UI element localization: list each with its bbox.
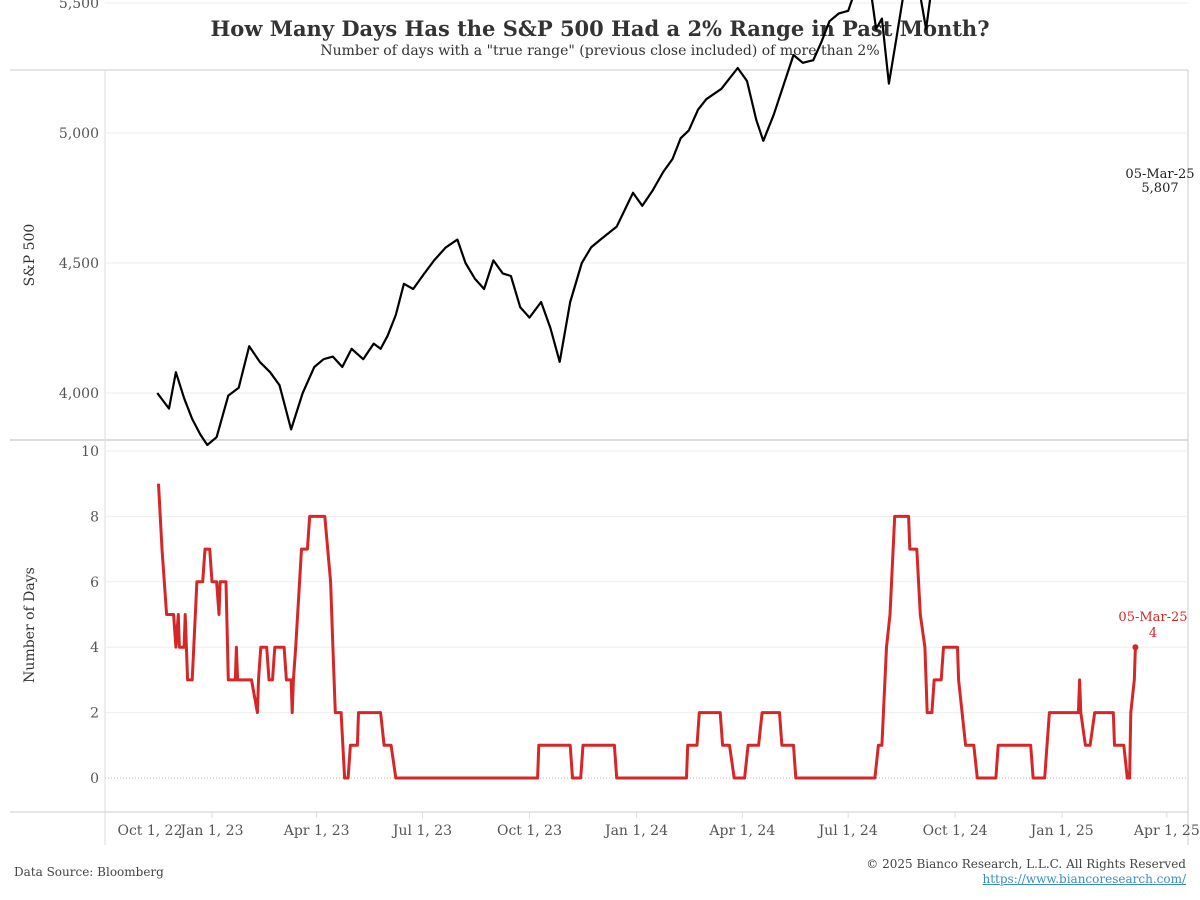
- y-tick-label: 5,500: [59, 0, 99, 12]
- x-tick-label: Jan 1, 25: [1029, 823, 1094, 839]
- range-days-line: [157, 483, 1137, 780]
- chart-title: How Many Days Has the S&P 500 Had a 2% R…: [210, 16, 990, 41]
- x-tick-label: Apr 1, 23: [283, 823, 350, 839]
- data-source: Data Source: Bloomberg: [14, 865, 164, 879]
- x-tick-label: Jul 1, 24: [817, 823, 878, 839]
- annotation-value: 4: [1149, 626, 1157, 641]
- y-tick-label: 2: [90, 706, 99, 722]
- copyright-block: © 2025 Bianco Research, L.L.C. All Right…: [866, 857, 1186, 887]
- sp500-line: [156, 0, 932, 447]
- copyright: © 2025 Bianco Research, L.L.C. All Right…: [866, 857, 1186, 871]
- x-tick-label: Apr 1, 24: [708, 823, 775, 839]
- annotation-date: 05-Mar-25: [1118, 610, 1187, 625]
- x-tick-label: Oct 1, 22: [117, 823, 182, 839]
- chart-subtitle: Number of days with a "true range" (prev…: [320, 43, 880, 59]
- y-tick-label: 4,000: [59, 386, 99, 402]
- x-tick-label: Jan 1, 23: [178, 823, 243, 839]
- last-point-marker: [1132, 644, 1139, 651]
- y-tick-label: 4: [90, 640, 99, 656]
- y-tick-label: 6: [90, 575, 99, 591]
- annotation-value: 5,807: [1141, 181, 1178, 196]
- y-tick-label: 5,000: [59, 126, 99, 142]
- x-tick-label: Jul 1, 23: [391, 823, 452, 839]
- y-tick-label: 4,500: [59, 256, 99, 272]
- x-tick-label: Oct 1, 24: [923, 823, 988, 839]
- y-tick-label: 10: [81, 444, 99, 460]
- x-tick-label: Apr 1, 25: [1133, 823, 1200, 839]
- annotation-date: 05-Mar-25: [1125, 167, 1194, 182]
- y-axis-label: Number of Days: [22, 567, 38, 683]
- website-link[interactable]: https://www.biancoresearch.com/: [982, 872, 1186, 886]
- y-axis-label: S&P 500: [22, 224, 38, 287]
- y-tick-label: 0: [90, 771, 99, 787]
- x-tick-label: Oct 1, 23: [497, 823, 562, 839]
- x-tick-label: Jan 1, 24: [603, 823, 668, 839]
- y-tick-label: 8: [90, 509, 99, 525]
